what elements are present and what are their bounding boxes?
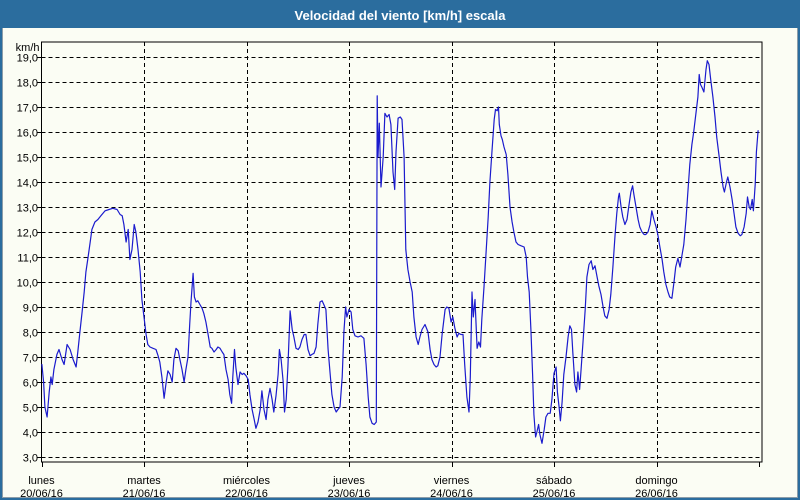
y-axis-unit-label: km/h	[16, 42, 40, 54]
y-tick-label: 4,0	[23, 428, 38, 440]
wind-speed-line	[41, 60, 759, 444]
titlebar: Velocidad del viento [km/h] escala	[2, 2, 798, 28]
y-tick-label: 16,0	[17, 128, 38, 140]
x-day-label: viernes	[434, 475, 470, 487]
x-date-label: 25/06/16	[533, 488, 576, 500]
y-tick-label: 10,0	[17, 278, 38, 290]
y-tick-label: 15,0	[17, 153, 38, 165]
y-tick-label: 19,0	[17, 53, 38, 65]
x-date-label: 22/06/16	[225, 488, 268, 500]
y-tick-label: 14,0	[17, 178, 38, 190]
y-tick-label: 18,0	[17, 78, 38, 90]
x-date-label: 24/06/16	[430, 488, 473, 500]
y-tick-label: 6,0	[23, 378, 38, 390]
plot-area	[41, 41, 763, 463]
y-tick-label: 8,0	[23, 328, 38, 340]
wind-speed-chart: 19,0 18,0 17,0 16,0 15,0 14,0 13,0 12,0 11,0 10,0…	[16, 41, 763, 500]
x-day-label: miércoles	[223, 475, 271, 487]
x-date-label: 21/06/16	[123, 488, 166, 500]
x-day-label: sábado	[536, 475, 572, 487]
chart-area: 19,0 18,0 17,0 16,0 15,0 14,0 13,0 12,0 11,0 10,0…	[4, 30, 798, 500]
x-day-label: lunes	[28, 475, 55, 487]
y-tick-label: 13,0	[17, 203, 38, 215]
y-tick-label: 12,0	[17, 228, 38, 240]
x-date-label: 23/06/16	[328, 488, 371, 500]
y-tick-label: 3,0	[23, 453, 38, 465]
y-tick-label: 5,0	[23, 403, 38, 415]
y-tick-label: 7,0	[23, 353, 38, 365]
x-day-label: domingo	[635, 475, 677, 487]
y-tick-label: 11,0	[17, 253, 38, 265]
y-tick-label: 9,0	[23, 303, 38, 315]
window-title: Velocidad del viento [km/h] escala	[294, 7, 506, 23]
x-day-label: martes	[127, 475, 161, 487]
x-date-label: 26/06/16	[635, 488, 678, 500]
x-day-label: jueves	[332, 475, 365, 487]
x-date-label: 20/06/16	[20, 488, 63, 500]
y-tick-label: 17,0	[17, 103, 38, 115]
